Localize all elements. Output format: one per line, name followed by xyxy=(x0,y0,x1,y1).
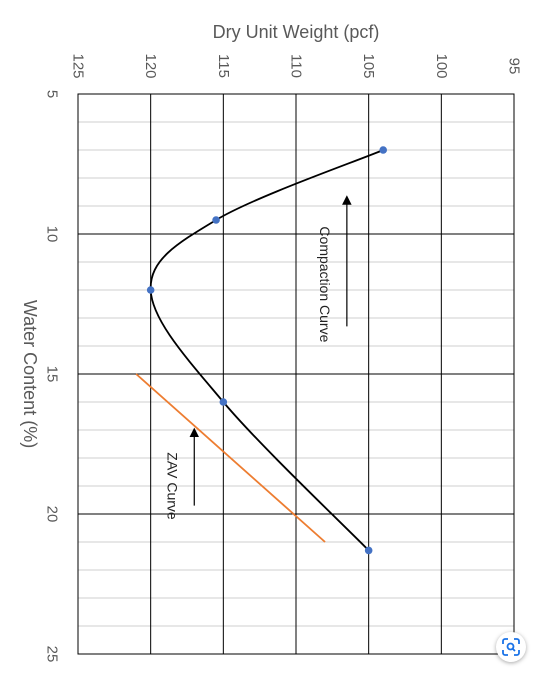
y-axis-title: Dry Unit Weight (pcf) xyxy=(213,22,380,42)
tick-labels: 95 100 105 110 115 120 125 5 10 15 20 25 xyxy=(44,53,523,662)
x-tick-label: 20 xyxy=(44,506,61,523)
x-tick-label: 10 xyxy=(44,226,61,243)
data-point xyxy=(212,216,220,224)
x-tick-label: 25 xyxy=(44,646,61,663)
y-tick-label: 95 xyxy=(506,58,523,75)
annotation-label: ZAV Curve xyxy=(164,452,180,520)
data-point xyxy=(364,546,373,555)
y-tick-label: 125 xyxy=(70,53,87,78)
zav-line xyxy=(135,373,326,543)
y-tick-label: 115 xyxy=(215,54,232,78)
grid xyxy=(77,93,515,655)
y-tick-label: 105 xyxy=(360,53,377,78)
x-tick-label: 5 xyxy=(44,90,61,98)
y-tick-label: 100 xyxy=(433,53,450,78)
series-layer xyxy=(135,146,388,555)
data-point xyxy=(219,398,228,406)
y-tick-label: 110 xyxy=(288,54,305,78)
y-tick-label: 120 xyxy=(142,53,159,78)
annotations: Compaction Curve ZAV Curve xyxy=(164,195,352,520)
data-point xyxy=(146,286,155,294)
data-point xyxy=(379,146,388,154)
annotation-label: Compaction Curve xyxy=(317,226,333,342)
lens-scan-icon xyxy=(502,638,520,656)
plot-frame xyxy=(77,93,515,655)
x-axis-title: Water Content (%) xyxy=(20,300,40,448)
lens-button[interactable] xyxy=(496,632,526,662)
x-tick-label: 15 xyxy=(44,366,61,383)
